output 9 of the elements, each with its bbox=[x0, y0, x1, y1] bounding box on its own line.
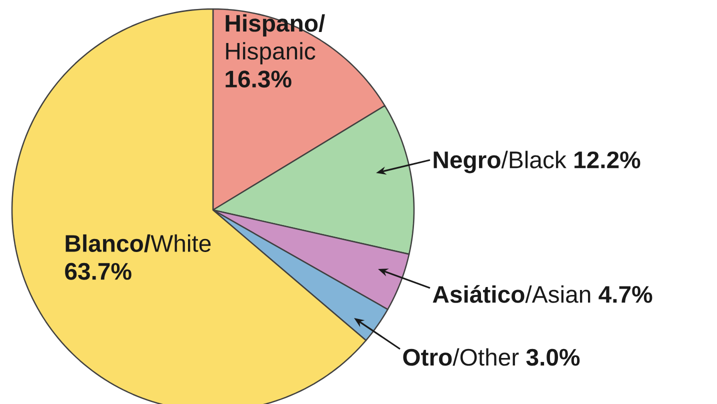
data-label: 63.7% bbox=[65, 262, 132, 280]
slice-label: Blanco/White bbox=[66, 234, 211, 252]
slice-label: Negro/Black bbox=[434, 150, 566, 174]
data-label: 16.3% bbox=[226, 70, 292, 88]
slice-label: Asiático/Asian bbox=[432, 285, 590, 303]
data-label: 3.0% bbox=[526, 348, 580, 366]
data-label: 4.7% bbox=[598, 286, 652, 303]
data-label: 12.2% bbox=[574, 151, 640, 168]
slice-label: Otro/Other bbox=[403, 348, 519, 366]
